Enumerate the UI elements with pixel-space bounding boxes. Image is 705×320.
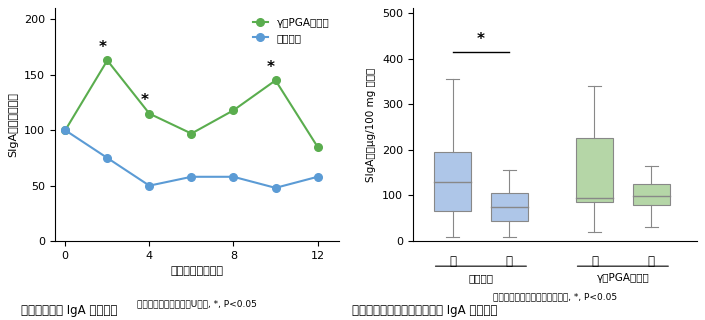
Text: *: * [477, 32, 485, 47]
Text: 後: 後 [648, 255, 655, 268]
FancyBboxPatch shape [633, 184, 670, 205]
Text: ウィルコクソンの符号順位検定, *, P<0.05: ウィルコクソンの符号順位検定, *, P<0.05 [493, 292, 617, 301]
Text: 図１　糞便中 IgA 量の推移: 図１ 糞便中 IgA 量の推移 [21, 304, 118, 317]
Text: *: * [99, 40, 107, 54]
Text: 図２　投与開始前後の糞便中 IgA 量の比較: 図２ 投与開始前後の糞便中 IgA 量の比較 [352, 304, 498, 317]
Text: *: * [141, 93, 149, 108]
Text: 前: 前 [449, 255, 456, 268]
Y-axis label: SIgA量（変化率）: SIgA量（変化率） [8, 92, 18, 157]
FancyBboxPatch shape [491, 193, 528, 221]
Text: *: * [267, 60, 275, 75]
Text: γ－PGA投与群: γ－PGA投与群 [596, 273, 649, 283]
FancyBboxPatch shape [434, 152, 471, 212]
Legend: γ－PGA投与群, 水投与群: γ－PGA投与群, 水投与群 [248, 13, 333, 47]
Text: 前: 前 [591, 255, 598, 268]
Text: 後: 後 [505, 255, 513, 268]
Y-axis label: SIgA量（μg/100 mg 糞便）: SIgA量（μg/100 mg 糞便） [367, 68, 376, 182]
Text: マン・ホイットニーのU検定, *, P<0.05: マン・ホイットニーのU検定, *, P<0.05 [137, 299, 257, 308]
FancyBboxPatch shape [576, 138, 613, 202]
X-axis label: 週間（投与期間）: 週間（投与期間） [170, 266, 223, 276]
Text: 水投与群: 水投与群 [468, 273, 493, 283]
